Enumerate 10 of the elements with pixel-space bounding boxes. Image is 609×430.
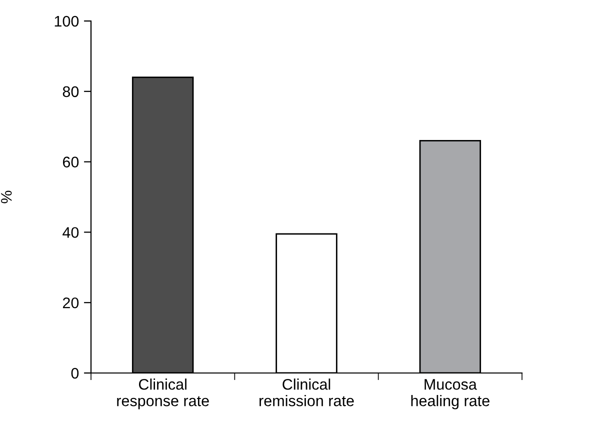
x-tick-label: Mucosa healing rate (411, 379, 490, 410)
x-tick-label: Clinical response rate (117, 378, 209, 410)
y-tick-label: 20 (62, 297, 79, 308)
y-tick-label: 0 (71, 368, 79, 379)
y-tick-label: 100 (54, 16, 79, 27)
y-axis-title: % (1, 190, 12, 204)
x-tick-label: Clinical remission rate (260, 378, 354, 406)
y-tick-label: 60 (62, 156, 79, 168)
y-tick-label: 80 (62, 86, 79, 98)
y-tick-label: 40 (62, 227, 79, 238)
